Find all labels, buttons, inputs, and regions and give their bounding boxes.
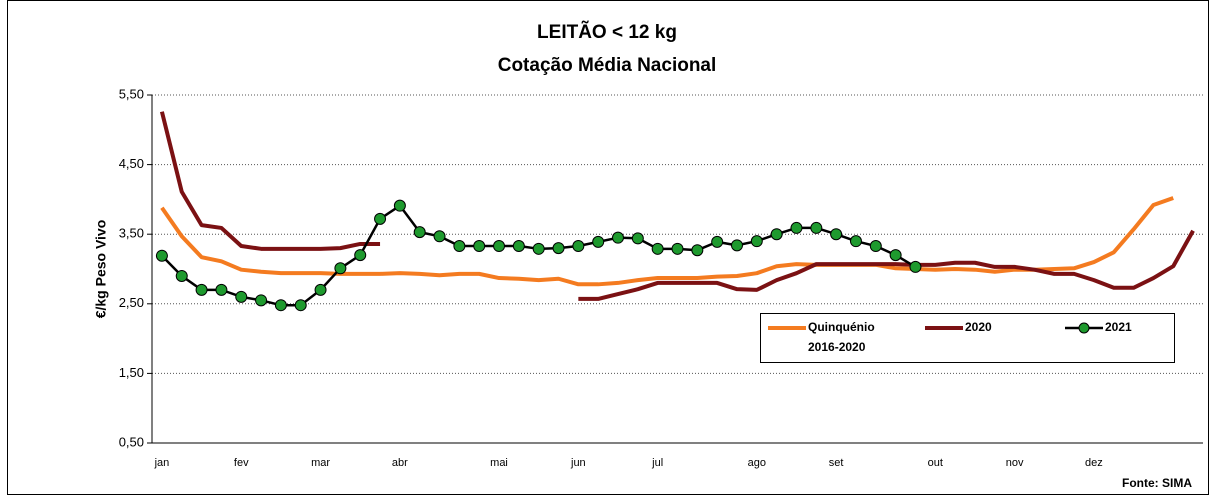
data-point [909,260,922,273]
y-tick-label: 2,50 [119,295,144,310]
y-tick-label: 5,50 [119,86,144,101]
data-point [671,242,684,255]
data-point [651,242,664,255]
legend-box [760,313,1175,363]
data-point [869,240,882,253]
chart-subtitle: Cotação Média Nacional [498,55,717,76]
legend-label: 2020 [965,320,992,334]
data-point [155,249,168,262]
series-line [159,111,1195,301]
x-tick-label: out [928,457,943,469]
data-point [750,235,763,248]
data-point [374,212,387,225]
x-tick-label: ago [748,457,766,469]
x-tick-label: dez [1085,457,1103,469]
data-point [453,240,466,253]
data-point [711,235,724,248]
data-point [532,242,545,255]
data-point [215,283,228,296]
data-point [631,232,644,245]
data-point [790,221,803,234]
data-point [274,299,287,312]
data-point [334,262,347,275]
x-tick-label: nov [1006,457,1024,469]
legend-marker [1078,322,1090,334]
data-point [849,235,862,248]
y-tick-label: 1,50 [119,365,144,380]
source-note: Fonte: SIMA [1122,476,1192,490]
data-point [810,221,823,234]
chart-border [7,0,1209,495]
data-point [612,231,625,244]
data-point [592,235,605,248]
data-point [413,226,426,239]
data-point [314,283,327,296]
y-tick-label: 4,50 [119,156,144,171]
y-tick-label: 3,50 [119,226,144,241]
x-tick-label: mar [311,457,330,469]
data-point [433,230,446,243]
y-tick-label: 0,50 [119,434,144,449]
data-point [572,240,585,253]
data-point [889,249,902,262]
data-point [393,199,406,212]
data-point [493,240,506,253]
x-tick-label: set [829,457,844,469]
data-point [235,290,248,303]
data-point [830,228,843,241]
x-tick-label: fev [234,457,249,469]
legend-label: Quinquénio 2016-2020 [808,320,875,354]
y-axis-title: €/kg Peso Vivo [93,220,109,319]
data-point [770,228,783,241]
x-tick-label: jun [570,457,586,469]
data-point [473,240,486,253]
data-point [512,240,525,253]
x-tick-label: abr [392,457,408,469]
data-point [552,242,565,255]
data-point [691,244,704,257]
data-point [175,269,188,282]
data-point [255,294,268,307]
x-tick-label: jan [154,457,170,469]
x-tick-label: jul [651,457,663,469]
legend-label: 2021 [1105,320,1132,334]
data-point [354,249,367,262]
data-point [195,283,208,296]
chart-title: LEITÃO < 12 kg [537,21,677,43]
data-point [294,299,307,312]
series-line [160,196,1174,287]
x-tick-label: mai [490,457,508,469]
data-point [730,239,743,252]
